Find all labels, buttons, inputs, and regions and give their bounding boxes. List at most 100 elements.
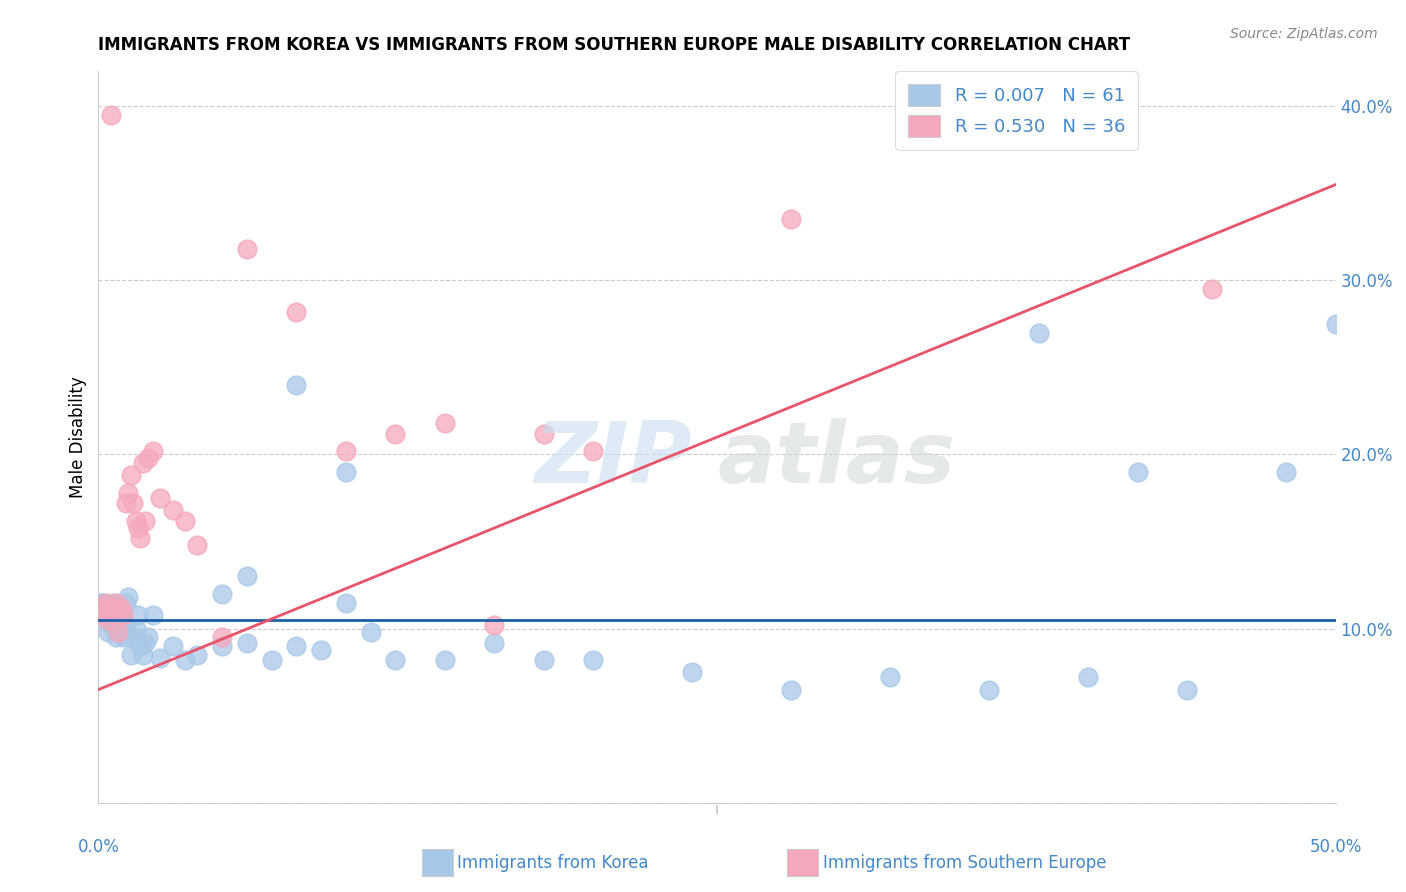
- Point: [114, 496, 136, 510]
- Point: [174, 653, 197, 667]
- Point: [112, 631, 135, 645]
- Text: IMMIGRANTS FROM KOREA VS IMMIGRANTS FROM SOUTHERN EUROPE MALE DISABILITY CORRELA: IMMIGRANTS FROM KOREA VS IMMIGRANTS FROM…: [98, 36, 1130, 54]
- Point: [136, 450, 159, 465]
- Point: [285, 377, 308, 392]
- Point: [149, 491, 172, 505]
- Point: [484, 618, 506, 632]
- Text: atlas: atlas: [717, 417, 955, 500]
- Point: [1175, 682, 1198, 697]
- Point: [90, 595, 112, 609]
- Point: [1275, 465, 1298, 479]
- Point: [97, 607, 120, 622]
- Point: [103, 600, 125, 615]
- Point: [107, 622, 129, 636]
- Point: [127, 607, 149, 622]
- Point: [1126, 465, 1149, 479]
- Point: [211, 587, 233, 601]
- Point: [120, 648, 142, 662]
- Point: [335, 595, 357, 609]
- Point: [127, 521, 149, 535]
- Text: 0.0%: 0.0%: [77, 838, 120, 855]
- Point: [94, 613, 117, 627]
- Y-axis label: Male Disability: Male Disability: [69, 376, 87, 498]
- Point: [100, 618, 122, 632]
- Point: [433, 653, 456, 667]
- Point: [211, 639, 233, 653]
- Point: [110, 622, 132, 636]
- Point: [129, 531, 152, 545]
- Point: [384, 426, 406, 441]
- Text: 50.0%: 50.0%: [1309, 838, 1362, 855]
- Point: [97, 625, 120, 640]
- Point: [97, 613, 120, 627]
- Point: [104, 631, 127, 645]
- Point: [186, 538, 208, 552]
- Point: [107, 607, 129, 622]
- Point: [117, 591, 139, 605]
- Point: [142, 444, 165, 458]
- Point: [285, 304, 308, 318]
- Point: [129, 639, 152, 653]
- Point: [285, 639, 308, 653]
- Point: [484, 635, 506, 649]
- Point: [681, 665, 703, 680]
- Point: [309, 642, 332, 657]
- Text: Source: ZipAtlas.com: Source: ZipAtlas.com: [1230, 27, 1378, 41]
- Point: [117, 485, 139, 500]
- Point: [211, 631, 233, 645]
- Point: [979, 682, 1001, 697]
- Point: [103, 595, 125, 609]
- Point: [114, 622, 136, 636]
- Point: [93, 607, 115, 622]
- Point: [112, 607, 135, 622]
- Point: [104, 595, 127, 609]
- Point: [94, 595, 117, 609]
- Point: [384, 653, 406, 667]
- Point: [236, 635, 259, 649]
- Point: [100, 108, 122, 122]
- Point: [103, 607, 125, 622]
- Point: [879, 670, 901, 684]
- Text: Immigrants from Southern Europe: Immigrants from Southern Europe: [823, 854, 1107, 871]
- Point: [100, 604, 122, 618]
- Point: [260, 653, 283, 667]
- Point: [112, 607, 135, 622]
- Point: [122, 631, 145, 645]
- Point: [1028, 326, 1050, 340]
- Point: [186, 648, 208, 662]
- Point: [90, 600, 112, 615]
- Point: [1201, 282, 1223, 296]
- Point: [93, 595, 115, 609]
- Point: [124, 622, 146, 636]
- Point: [162, 639, 184, 653]
- Legend: R = 0.007   N = 61, R = 0.530   N = 36: R = 0.007 N = 61, R = 0.530 N = 36: [896, 71, 1137, 150]
- Point: [120, 468, 142, 483]
- Point: [360, 625, 382, 640]
- Point: [780, 212, 803, 227]
- Text: ZIP: ZIP: [534, 417, 692, 500]
- Point: [110, 600, 132, 615]
- Point: [132, 648, 155, 662]
- Point: [104, 600, 127, 615]
- Point: [134, 635, 156, 649]
- Point: [236, 242, 259, 256]
- Text: Immigrants from Korea: Immigrants from Korea: [457, 854, 648, 871]
- Point: [582, 444, 605, 458]
- Point: [174, 514, 197, 528]
- Point: [780, 682, 803, 697]
- Point: [533, 426, 555, 441]
- Point: [162, 503, 184, 517]
- Point: [94, 600, 117, 615]
- Point: [136, 631, 159, 645]
- Point: [124, 514, 146, 528]
- Point: [110, 600, 132, 615]
- Point: [114, 595, 136, 609]
- Point: [236, 569, 259, 583]
- Point: [433, 416, 456, 430]
- Point: [93, 607, 115, 622]
- Point: [533, 653, 555, 667]
- Point: [107, 625, 129, 640]
- Point: [149, 651, 172, 665]
- Point: [122, 496, 145, 510]
- Point: [335, 465, 357, 479]
